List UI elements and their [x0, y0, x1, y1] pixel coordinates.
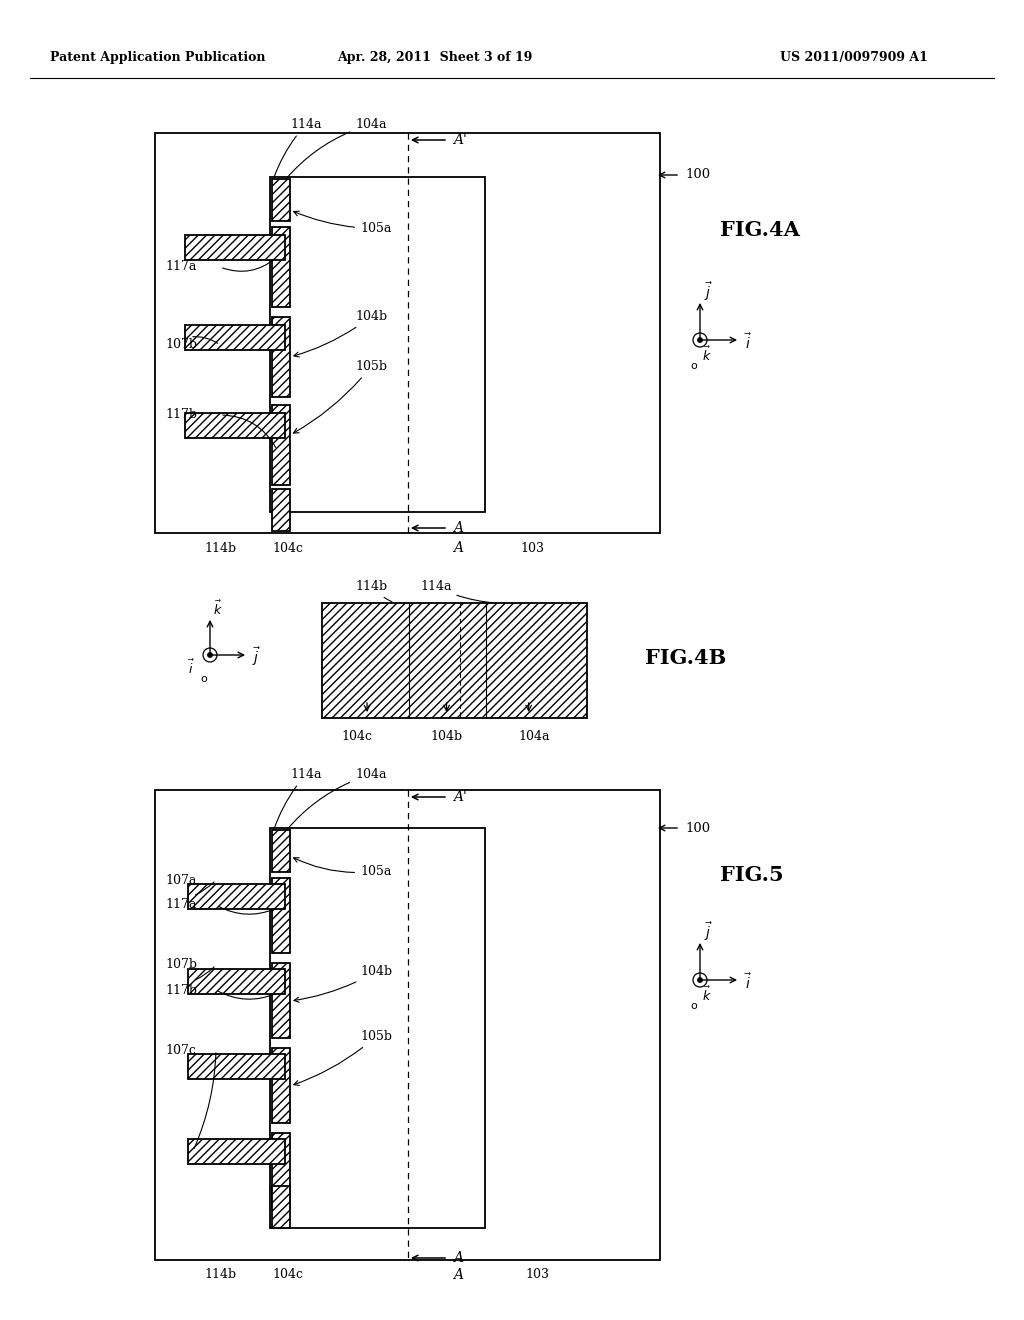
Text: 117b: 117b [165, 983, 197, 997]
Text: 117a: 117a [165, 899, 197, 912]
Bar [272, 1185, 290, 1228]
Text: 117b: 117b [165, 408, 197, 421]
Bar [188, 969, 285, 994]
Bar [272, 878, 290, 953]
Bar [272, 405, 290, 484]
Bar [272, 180, 290, 220]
Bar [185, 413, 285, 438]
Bar [185, 235, 285, 260]
Text: 104a: 104a [518, 730, 550, 742]
Text: $\vec{j}$: $\vec{j}$ [252, 645, 261, 668]
Bar [155, 789, 660, 1261]
Bar [272, 227, 290, 308]
Text: 100: 100 [685, 169, 710, 181]
Text: 117a: 117a [165, 260, 197, 273]
Bar [188, 1139, 285, 1164]
Bar [272, 1048, 290, 1123]
Text: o: o [690, 360, 696, 371]
Text: Patent Application Publication: Patent Application Publication [50, 51, 265, 65]
Text: 104c: 104c [341, 730, 372, 742]
Bar [272, 1133, 290, 1208]
Text: 107b: 107b [165, 958, 197, 972]
Bar [185, 325, 285, 350]
Text: 107b: 107b [165, 338, 197, 351]
Text: o: o [200, 675, 207, 684]
Text: 105b: 105b [294, 360, 387, 433]
Text: 114a: 114a [274, 117, 322, 177]
Bar [272, 488, 290, 531]
Text: US 2011/0097909 A1: US 2011/0097909 A1 [780, 51, 928, 65]
Text: A: A [453, 521, 463, 535]
Text: 104b: 104b [294, 965, 392, 1002]
Text: A: A [453, 1269, 463, 1282]
Text: 114a: 114a [273, 768, 322, 829]
Text: 104a: 104a [287, 768, 386, 830]
Text: Apr. 28, 2011  Sheet 3 of 19: Apr. 28, 2011 Sheet 3 of 19 [337, 51, 532, 65]
Text: 104c: 104c [272, 1269, 303, 1282]
Text: o: o [690, 1001, 696, 1011]
Text: A: A [453, 541, 463, 554]
Bar [270, 828, 485, 1228]
Bar [155, 133, 660, 533]
Circle shape [697, 978, 702, 982]
Bar [270, 177, 485, 512]
Text: $\vec{k}$: $\vec{k}$ [702, 346, 712, 364]
Text: 114b: 114b [355, 579, 392, 602]
Circle shape [697, 338, 702, 342]
Bar [272, 830, 290, 873]
Text: 107a: 107a [165, 874, 197, 887]
Text: 105b: 105b [294, 1030, 392, 1085]
Text: 104b: 104b [294, 310, 387, 356]
Bar [272, 317, 290, 397]
Text: 104b: 104b [430, 730, 463, 742]
Bar [322, 603, 587, 718]
Text: 114b: 114b [204, 1269, 237, 1282]
Text: A': A' [453, 789, 467, 804]
Text: $\vec{i}$: $\vec{i}$ [744, 973, 753, 991]
Text: $\vec{j}$: $\vec{j}$ [705, 281, 713, 304]
Text: FIG.4A: FIG.4A [720, 220, 800, 240]
Text: $\vec{i}$: $\vec{i}$ [744, 333, 753, 352]
Bar [188, 1053, 285, 1078]
Text: 104c: 104c [272, 541, 303, 554]
Text: FIG.5: FIG.5 [720, 865, 783, 884]
Text: 103: 103 [525, 1269, 549, 1282]
Text: 105a: 105a [294, 211, 391, 235]
Text: 114b: 114b [204, 541, 237, 554]
Text: 114a: 114a [420, 579, 494, 603]
Bar [272, 964, 290, 1038]
Text: 104a: 104a [287, 117, 386, 178]
Text: A': A' [453, 133, 467, 147]
Circle shape [208, 653, 212, 657]
Text: 107c: 107c [165, 1044, 196, 1056]
Text: 105a: 105a [294, 858, 391, 878]
Text: FIG.4B: FIG.4B [645, 648, 726, 668]
Bar [188, 884, 285, 909]
Text: $\vec{k}$: $\vec{k}$ [702, 986, 712, 1005]
Text: $\vec{j}$: $\vec{j}$ [705, 920, 713, 944]
Text: $\vec{i}$: $\vec{i}$ [188, 659, 196, 677]
Text: $\vec{k}$: $\vec{k}$ [213, 599, 222, 618]
Text: 100: 100 [685, 821, 710, 834]
Text: 103: 103 [520, 541, 544, 554]
Text: A: A [453, 1251, 463, 1265]
